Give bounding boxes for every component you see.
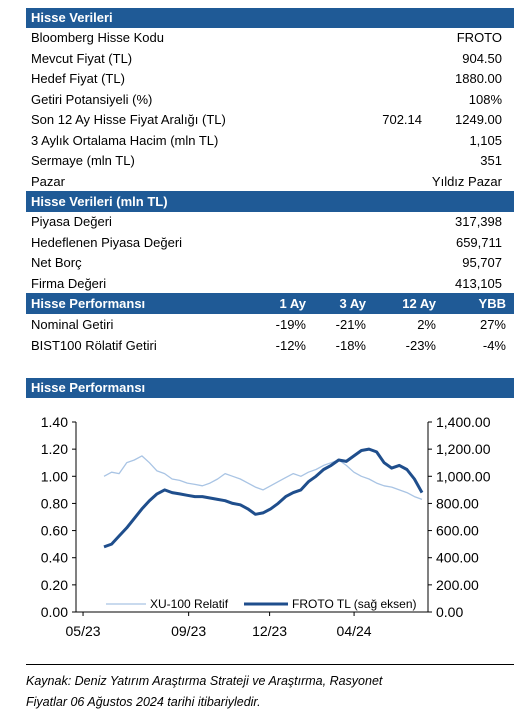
row-value: 904.50 <box>462 50 502 66</box>
column-header-1m: 1 Ay <box>279 296 307 311</box>
left-axis-tick-label: 0.00 <box>41 604 68 620</box>
performance-table-header: Hisse Performansı 1 Ay 3 Ay 12 Ay YBB <box>26 294 514 314</box>
cell-value: -19% <box>275 317 306 332</box>
row-value: 413,105 <box>455 275 502 291</box>
row-value: 95,707 <box>462 255 502 270</box>
data-row: 3 Aylık Ortalama Hacim (mln TL) 1,105 <box>26 131 514 152</box>
row-value: 317,398 <box>455 214 502 229</box>
data-row: Pazar Yıldız Pazar <box>26 172 514 192</box>
cell-value: -12% <box>275 338 306 353</box>
cell-value: -4% <box>482 338 506 353</box>
column-header-ytd: YBB <box>478 296 506 311</box>
performance-chart-section: Hisse Performansı 0.00 0.20 0.40 0.60 0.80 1.… <box>26 378 514 646</box>
section-header-stock-data: Hisse Verileri <box>26 8 514 28</box>
column-header-12m: 12 Ay <box>402 296 436 311</box>
section-header-performance-chart: Hisse Performansı <box>26 378 514 398</box>
right-axis-tick-label: 400.00 <box>436 550 479 566</box>
legend-label-xu100: XU-100 Relatif <box>150 597 229 611</box>
cell-value: 2% <box>417 317 436 332</box>
series-line-xu100-relative <box>103 455 423 501</box>
data-row: Net Borç 95,707 <box>26 253 514 274</box>
row-value: 351 <box>480 153 502 168</box>
x-axis-tick-label: 12/23 <box>252 623 287 639</box>
row-value: 1,105 <box>469 132 502 148</box>
cell-value: 27% <box>479 317 506 332</box>
data-row: Mevcut Fiyat (TL) 904.50 <box>26 49 514 70</box>
data-row: Firma Değeri 413,105 <box>26 274 514 294</box>
row-label: Net Borç <box>31 255 82 270</box>
row-value: 108% <box>468 91 502 107</box>
cell-value: -18% <box>335 338 366 353</box>
stock-data-table: Bloomberg Hisse Kodu FROTO Mevcut Fiyat (T… <box>26 28 514 192</box>
data-row: Sermaye (mln TL) 351 <box>26 151 514 172</box>
right-axis-tick-label: 1,200.00 <box>436 441 491 457</box>
row-value: 1249.00 <box>455 112 502 127</box>
source-footnote: Kaynak: Deniz Yatırım Araştırma Strateji… <box>26 664 514 713</box>
right-axis-tick-label: 200.00 <box>436 577 479 593</box>
left-axis-tick-label: 0.40 <box>41 550 68 566</box>
performance-line-chart: 0.00 0.20 0.40 0.60 0.80 1.00 1.20 1.40 0.00 200.… <box>41 414 491 639</box>
left-axis-tick-label: 0.60 <box>41 523 68 539</box>
right-axis-tick-label: 600.00 <box>436 523 479 539</box>
row-label: Hedef Fiyat (TL) <box>31 71 125 86</box>
left-axis-tick-label: 0.80 <box>41 495 68 511</box>
left-axis-tick-label: 0.20 <box>41 577 68 593</box>
row-label: Pazar <box>31 173 65 189</box>
cell-value: -23% <box>405 338 436 353</box>
data-row: Hedeflenen Piyasa Değeri 659,711 <box>26 233 514 254</box>
performance-row-nominal: Nominal Getiri -19% -21% 2% 27% <box>26 314 514 335</box>
left-axis-tick-label: 1.20 <box>41 441 68 457</box>
performance-header-title: Hisse Performansı <box>31 296 146 311</box>
footnote-line-1: Kaynak: Deniz Yatırım Araştırma Strateji… <box>26 674 383 688</box>
row-label: Nominal Getiri <box>31 317 114 332</box>
market-data-table: Piyasa Değeri 317,398 Hedeflenen Piyasa De… <box>26 212 514 294</box>
series-line-froto-tl <box>103 447 424 549</box>
row-label: Hedeflenen Piyasa Değeri <box>31 234 183 250</box>
row-label: 3 Aylık Ortalama Hacim (mln TL) <box>31 132 219 148</box>
row-label: Son 12 Ay Hisse Fiyat Aralığı (TL) <box>31 112 226 127</box>
legend-label-froto: FROTO TL (sağ eksen) <box>292 597 416 611</box>
left-axis-tick-label: 1.40 <box>41 414 68 430</box>
cell-value: -21% <box>335 317 366 332</box>
row-value: 1880.00 <box>455 71 502 86</box>
data-row: Getiri Potansiyeli (%) 108% <box>26 90 514 111</box>
data-row: Son 12 Ay Hisse Fiyat Aralığı (TL) 702.14… <box>26 110 514 131</box>
report-panel: Hisse Verileri Bloomberg Hisse Kodu FROTO… <box>26 8 514 356</box>
row-value: Yıldız Pazar <box>431 173 502 189</box>
right-axis-tick-label: 1,000.00 <box>436 468 491 484</box>
row-value: FROTO <box>456 30 502 45</box>
column-header-3m: 3 Ay <box>339 296 367 311</box>
x-axis-tick-label: 09/23 <box>171 623 206 639</box>
row-value-low: 702.14 <box>382 112 422 127</box>
x-axis-tick-label: 04/24 <box>337 623 372 639</box>
row-value: 659,711 <box>455 234 502 250</box>
data-row: Piyasa Değeri 317,398 <box>26 212 514 233</box>
row-label: Mevcut Fiyat (TL) <box>31 50 133 66</box>
right-axis-tick-label: 0.00 <box>436 604 463 620</box>
data-row: Hedef Fiyat (TL) 1880.00 <box>26 69 514 90</box>
row-label: Bloomberg Hisse Kodu <box>31 30 164 45</box>
row-label: Sermaye (mln TL) <box>31 153 135 168</box>
right-axis-tick-label: 1,400.00 <box>436 414 491 430</box>
row-label: BIST100 Rölatif Getiri <box>31 338 157 353</box>
row-label: Piyasa Değeri <box>31 214 112 229</box>
row-label: Getiri Potansiyeli (%) <box>31 91 153 107</box>
performance-row-relative: BIST100 Rölatif Getiri -12% -18% -23% -4… <box>26 335 514 356</box>
left-axis-tick-label: 1.00 <box>41 468 68 484</box>
x-axis-tick-label: 05/23 <box>66 623 101 639</box>
right-axis-tick-label: 800.00 <box>436 495 479 511</box>
row-label: Firma Değeri <box>31 275 107 291</box>
data-row: Bloomberg Hisse Kodu FROTO <box>26 28 514 49</box>
footnote-line-2: Fiyatlar 06 Ağustos 2024 tarihi itibariy… <box>26 695 261 709</box>
section-header-stock-data-mln: Hisse Verileri (mln TL) <box>26 192 514 212</box>
